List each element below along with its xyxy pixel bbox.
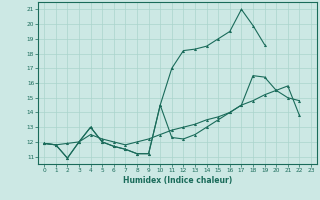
X-axis label: Humidex (Indice chaleur): Humidex (Indice chaleur) xyxy=(123,176,232,185)
